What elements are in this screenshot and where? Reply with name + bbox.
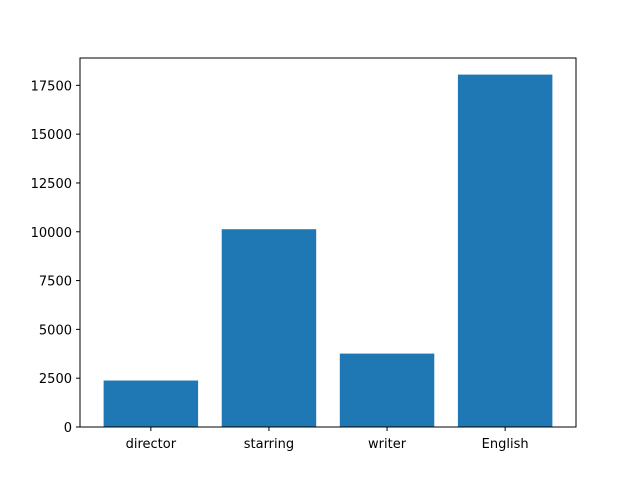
y-tick-label: 12500 (31, 177, 72, 192)
y-tick-label: 17500 (31, 79, 72, 94)
bar-english (457, 74, 553, 427)
y-tick-label: 15000 (31, 128, 72, 143)
x-tick-label: director (126, 437, 177, 452)
plot-area-frame (79, 57, 577, 428)
y-tick-label: 10000 (31, 226, 72, 241)
bar-starring (221, 229, 317, 427)
y-axis: 0 2500 5000 7500 10000 12500 15000 17500 (31, 79, 80, 436)
y-tick-label: 5000 (39, 323, 72, 338)
x-tick-label: writer (368, 437, 407, 452)
y-tick-label: 0 (64, 421, 72, 436)
y-tick-label: 2500 (39, 372, 72, 387)
bar-director (103, 380, 199, 427)
x-tick-label: English (482, 437, 529, 452)
y-tick-label: 7500 (39, 275, 72, 290)
bar-writer (339, 353, 435, 427)
x-axis: director starring writer English (126, 427, 529, 452)
bars-group (103, 74, 553, 427)
x-tick-label: starring (244, 437, 294, 452)
